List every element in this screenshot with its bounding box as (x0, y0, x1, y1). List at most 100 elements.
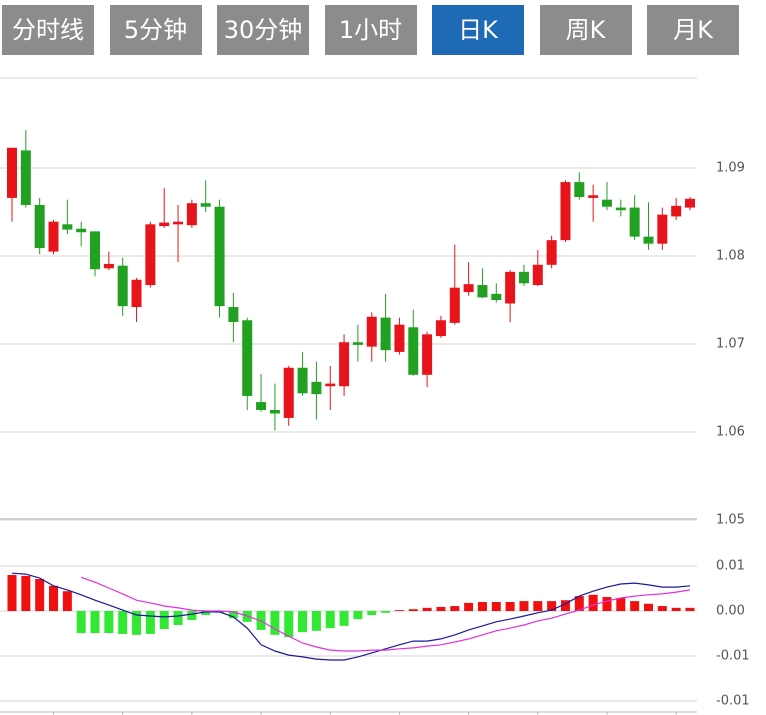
macd-bar (104, 611, 114, 634)
macd-bar (381, 611, 391, 613)
candle-body (269, 410, 280, 414)
candle-body (574, 182, 585, 198)
candle-body (62, 224, 73, 230)
macd-bar (270, 611, 280, 635)
y-tick-label: -0.01 (716, 694, 750, 709)
macd-bar (187, 611, 197, 620)
candle-body (214, 206, 225, 307)
candle-body (546, 240, 557, 265)
candle-body (131, 279, 142, 308)
candle-body (422, 334, 433, 375)
y-tick-label: 0.01 (716, 559, 745, 574)
macd-bar (657, 606, 667, 611)
y-tick-label: 1.07 (716, 337, 745, 352)
macd-bar (228, 611, 238, 619)
candle-body (339, 342, 350, 387)
macd-bar (76, 611, 86, 634)
macd-bar (616, 597, 626, 611)
macd-bar (173, 611, 183, 625)
macd-bar (90, 611, 100, 634)
candle-body (20, 150, 31, 205)
macd-bar (574, 596, 584, 611)
y-tick-label: 0.00 (716, 604, 745, 619)
candle-body (242, 320, 253, 396)
macd-bar (353, 611, 363, 620)
macd-bar (284, 611, 294, 638)
candle-body (394, 324, 405, 352)
macd-bar (464, 602, 474, 611)
candle-body (200, 203, 211, 207)
candle-body (7, 147, 17, 198)
macd-bar (62, 591, 72, 611)
y-tick-label: 1.08 (716, 249, 745, 264)
macd-bar (560, 600, 570, 611)
macd-line (11, 572, 691, 661)
y-tick-label: -0.01 (716, 649, 750, 664)
macd-bar (436, 606, 446, 611)
candle-body (173, 221, 184, 225)
macd-bar (21, 575, 31, 611)
candle-body (228, 307, 239, 322)
tab[interactable]: 周K (539, 5, 632, 55)
macd-bar (201, 611, 211, 616)
candle-body (657, 214, 668, 244)
macd-bar (519, 601, 529, 611)
candle-body (297, 367, 308, 394)
tab[interactable]: 30分钟 (217, 5, 309, 55)
candle-body (186, 203, 197, 226)
candle-body (491, 293, 502, 300)
y-tick-label: 1.06 (716, 425, 745, 440)
macd-bar (298, 611, 308, 633)
macd-bar (145, 611, 155, 634)
candle-body (380, 317, 391, 351)
macd-bar (325, 611, 335, 629)
macd-bar (408, 609, 418, 611)
candle-body (615, 207, 626, 211)
macd-bar (422, 607, 432, 611)
y-tick-label: 1.05 (716, 513, 745, 528)
macd-bar (450, 606, 460, 611)
candle-body (463, 284, 474, 293)
candle-body (408, 327, 419, 375)
macd-bar (643, 603, 653, 611)
macd-bar (367, 611, 377, 616)
macd-bar (35, 579, 45, 611)
macd-line (80, 576, 691, 652)
candle-body (518, 271, 529, 284)
candle-body (76, 228, 87, 233)
macd-bar (118, 611, 128, 634)
candle-body (560, 182, 571, 241)
candle-body (588, 195, 599, 198)
macd-bar (339, 611, 349, 626)
tab[interactable]: 5分钟 (109, 5, 202, 55)
tab[interactable]: 月K (647, 5, 739, 55)
macd-bar (159, 611, 169, 629)
candle-body (671, 205, 682, 217)
macd-bar (477, 602, 487, 611)
macd-bar (602, 597, 612, 611)
candle-body (256, 402, 267, 410)
candle-body (145, 224, 156, 286)
candle-body (159, 222, 170, 227)
tab[interactable]: 分时线 (2, 5, 94, 55)
candle-body (629, 207, 640, 237)
candle-body (283, 367, 294, 418)
y-tick-label: 1.09 (716, 161, 745, 176)
candle-body (505, 271, 516, 304)
macd-bar (394, 610, 404, 611)
macd-bar (7, 575, 17, 611)
tab[interactable]: 日K (432, 5, 524, 55)
candle-body (325, 383, 336, 387)
candle-body (435, 320, 446, 337)
candle-body (103, 263, 114, 269)
candle-body (34, 204, 45, 249)
candle-body (477, 285, 488, 298)
candle-body (48, 221, 59, 252)
macd-bar (588, 594, 598, 611)
candle-body (532, 264, 543, 286)
candle-body (117, 265, 128, 307)
macd-bar (671, 607, 681, 611)
tab[interactable]: 1小时 (324, 5, 417, 55)
